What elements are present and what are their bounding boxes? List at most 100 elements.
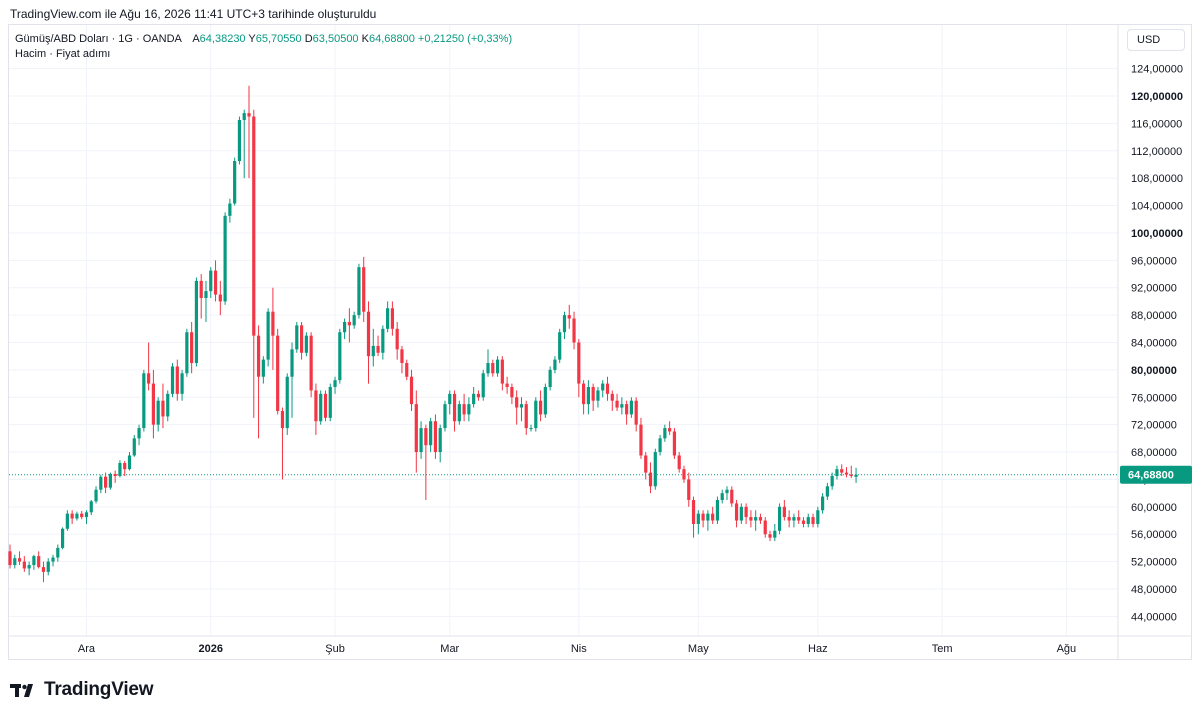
candle[interactable] (328, 383, 332, 422)
candle[interactable] (763, 517, 767, 538)
candle[interactable] (658, 434, 662, 456)
candle[interactable] (443, 400, 447, 432)
candle[interactable] (247, 85, 251, 179)
candle[interactable] (553, 356, 557, 374)
candle[interactable] (280, 407, 285, 480)
candle[interactable] (715, 496, 720, 524)
candle[interactable] (27, 561, 31, 576)
candle[interactable] (615, 393, 619, 411)
candle[interactable] (486, 349, 490, 377)
candle[interactable] (744, 503, 748, 524)
candle[interactable] (448, 390, 452, 415)
candle[interactable] (854, 467, 858, 483)
candle[interactable] (166, 390, 170, 422)
candle[interactable] (347, 308, 351, 343)
candle[interactable] (295, 321, 299, 353)
candle[interactable] (596, 387, 600, 408)
candle[interactable] (639, 417, 643, 459)
candle[interactable] (70, 510, 74, 524)
candle[interactable] (409, 369, 414, 411)
candle[interactable] (190, 321, 194, 374)
candle[interactable] (185, 328, 189, 377)
candle[interactable] (462, 393, 466, 422)
candle[interactable] (438, 424, 442, 463)
candle[interactable] (706, 510, 710, 531)
candle[interactable] (452, 390, 457, 432)
candle[interactable] (687, 472, 691, 507)
candle[interactable] (562, 311, 567, 340)
candle[interactable] (41, 561, 46, 583)
candle[interactable] (161, 383, 165, 429)
candle[interactable] (194, 277, 199, 367)
candle[interactable] (691, 496, 696, 538)
candle[interactable] (433, 414, 438, 459)
candle[interactable] (816, 506, 820, 528)
candle[interactable] (782, 499, 786, 521)
candle[interactable] (601, 380, 605, 398)
candle[interactable] (17, 551, 22, 566)
candle[interactable] (739, 503, 743, 524)
candle[interactable] (505, 376, 509, 394)
candle[interactable] (381, 325, 385, 360)
candle[interactable] (170, 363, 175, 398)
candle[interactable] (529, 424, 533, 432)
candle[interactable] (405, 359, 409, 381)
candle[interactable] (835, 465, 839, 480)
candle[interactable] (371, 328, 375, 367)
candle[interactable] (629, 397, 633, 418)
candle[interactable] (132, 434, 136, 457)
candle[interactable] (256, 325, 261, 439)
candle[interactable] (151, 369, 155, 439)
candle[interactable] (75, 511, 79, 521)
candle[interactable] (534, 397, 538, 432)
candle[interactable] (481, 369, 485, 401)
candle[interactable] (773, 523, 777, 542)
candle[interactable] (142, 369, 146, 432)
candle[interactable] (797, 510, 801, 524)
candle[interactable] (701, 510, 705, 528)
candle[interactable] (22, 556, 26, 572)
candle[interactable] (696, 510, 700, 535)
candle[interactable] (830, 472, 834, 490)
candle[interactable] (648, 462, 653, 494)
chart-pane[interactable] (8, 24, 1192, 660)
candle[interactable] (343, 318, 347, 340)
candle[interactable] (591, 383, 595, 411)
candle[interactable] (366, 301, 371, 384)
candle[interactable] (792, 513, 796, 528)
candle[interactable] (319, 390, 323, 425)
candle[interactable] (276, 328, 280, 415)
candle[interactable] (323, 390, 328, 422)
candle[interactable] (386, 301, 390, 333)
candle[interactable] (644, 452, 648, 480)
candle[interactable] (787, 510, 791, 528)
candle[interactable] (127, 452, 132, 471)
candle[interactable] (175, 359, 179, 401)
candle[interactable] (338, 328, 342, 384)
candle[interactable] (476, 390, 481, 401)
candle[interactable] (668, 421, 672, 435)
candle[interactable] (577, 339, 581, 398)
candle[interactable] (8, 544, 12, 569)
candle[interactable] (844, 467, 849, 478)
indicator-legend[interactable]: Hacim · Fiyat adımı (15, 48, 111, 60)
candle[interactable] (754, 510, 758, 531)
candle[interactable] (605, 376, 610, 401)
candle[interactable] (811, 513, 815, 528)
candle[interactable] (582, 380, 586, 415)
candle[interactable] (223, 212, 227, 305)
candle[interactable] (199, 274, 203, 319)
candle[interactable] (495, 356, 500, 377)
candle[interactable] (672, 428, 677, 459)
candle[interactable] (209, 267, 213, 298)
candle[interactable] (147, 342, 151, 391)
candle[interactable] (46, 558, 50, 576)
candle[interactable] (467, 397, 471, 422)
candle[interactable] (711, 506, 715, 524)
candle[interactable] (825, 482, 829, 500)
candle[interactable] (80, 510, 84, 520)
candle[interactable] (519, 397, 524, 422)
candle[interactable] (108, 472, 112, 490)
candle[interactable] (309, 332, 313, 398)
